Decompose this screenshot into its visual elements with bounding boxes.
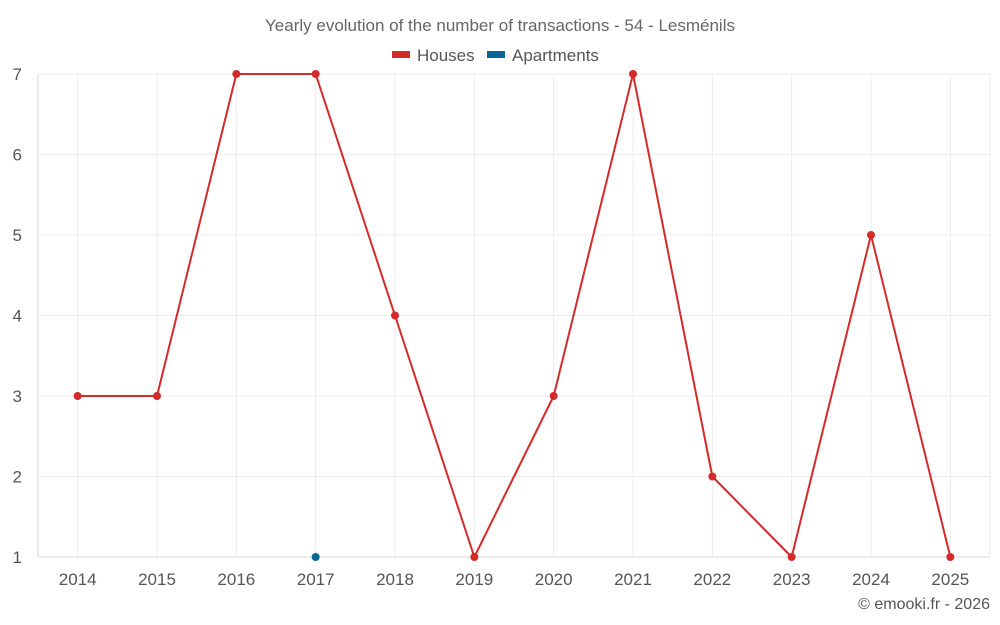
series-lines — [77, 73, 952, 558]
data-point-houses-2025[interactable] — [946, 553, 955, 561]
legend: Houses Apartments — [392, 46, 599, 65]
data-point-houses-2016[interactable] — [232, 70, 241, 78]
x-tick-label: 2022 — [693, 570, 731, 589]
data-point-houses-2024[interactable] — [867, 231, 875, 239]
y-tick-label: 4 — [13, 307, 22, 326]
legend-label-houses[interactable]: Houses — [417, 46, 475, 65]
x-tick-label: 2014 — [59, 570, 97, 589]
x-tick-label: 2021 — [614, 570, 652, 589]
legend-label-apartments[interactable]: Apartments — [512, 46, 599, 65]
y-tick-label: 7 — [13, 65, 22, 84]
grid — [38, 73, 990, 558]
data-point-houses-2018[interactable] — [391, 311, 399, 320]
data-point-houses-2014[interactable] — [73, 392, 82, 400]
data-point-houses-2020[interactable] — [549, 392, 558, 400]
data-point-houses-2023[interactable] — [787, 553, 796, 561]
legend-swatch-houses — [392, 51, 410, 58]
x-tick-label: 2015 — [138, 570, 176, 589]
data-point-houses-2022[interactable] — [708, 472, 717, 481]
x-tick-label: 2020 — [535, 570, 573, 589]
x-tick-label: 2017 — [297, 570, 335, 589]
data-point-houses-2021[interactable] — [629, 70, 637, 78]
copyright-text: © emooki.fr - 2026 — [858, 596, 990, 613]
y-tick-label: 2 — [13, 468, 22, 487]
y-tick-label: 6 — [13, 146, 22, 165]
x-tick-label: 2024 — [852, 570, 890, 589]
data-point-houses-2017[interactable] — [311, 70, 320, 78]
series-line-houses — [77, 73, 952, 558]
x-tick-label: 2019 — [455, 570, 493, 589]
y-tick-label: 5 — [13, 226, 22, 245]
y-tick-label: 1 — [13, 548, 22, 567]
x-tick-label: 2023 — [773, 570, 811, 589]
y-tick-label: 3 — [13, 387, 22, 406]
x-tick-label: 2018 — [376, 570, 414, 589]
legend-swatch-apartments — [487, 51, 505, 58]
data-point-houses-2015[interactable] — [153, 392, 161, 400]
x-tick-label: 2025 — [931, 570, 969, 589]
data-point-houses-2019[interactable] — [470, 553, 479, 561]
x-tick-label: 2016 — [217, 570, 255, 589]
data-point-apartments-2017[interactable] — [311, 553, 320, 561]
series-points — [73, 70, 955, 561]
chart-title: Yearly evolution of the number of transa… — [265, 16, 735, 35]
axes: 1 2 3 4 5 6 7 2014 2015 2016 2017 2018 2019 2020 2021 2… — [13, 65, 991, 589]
